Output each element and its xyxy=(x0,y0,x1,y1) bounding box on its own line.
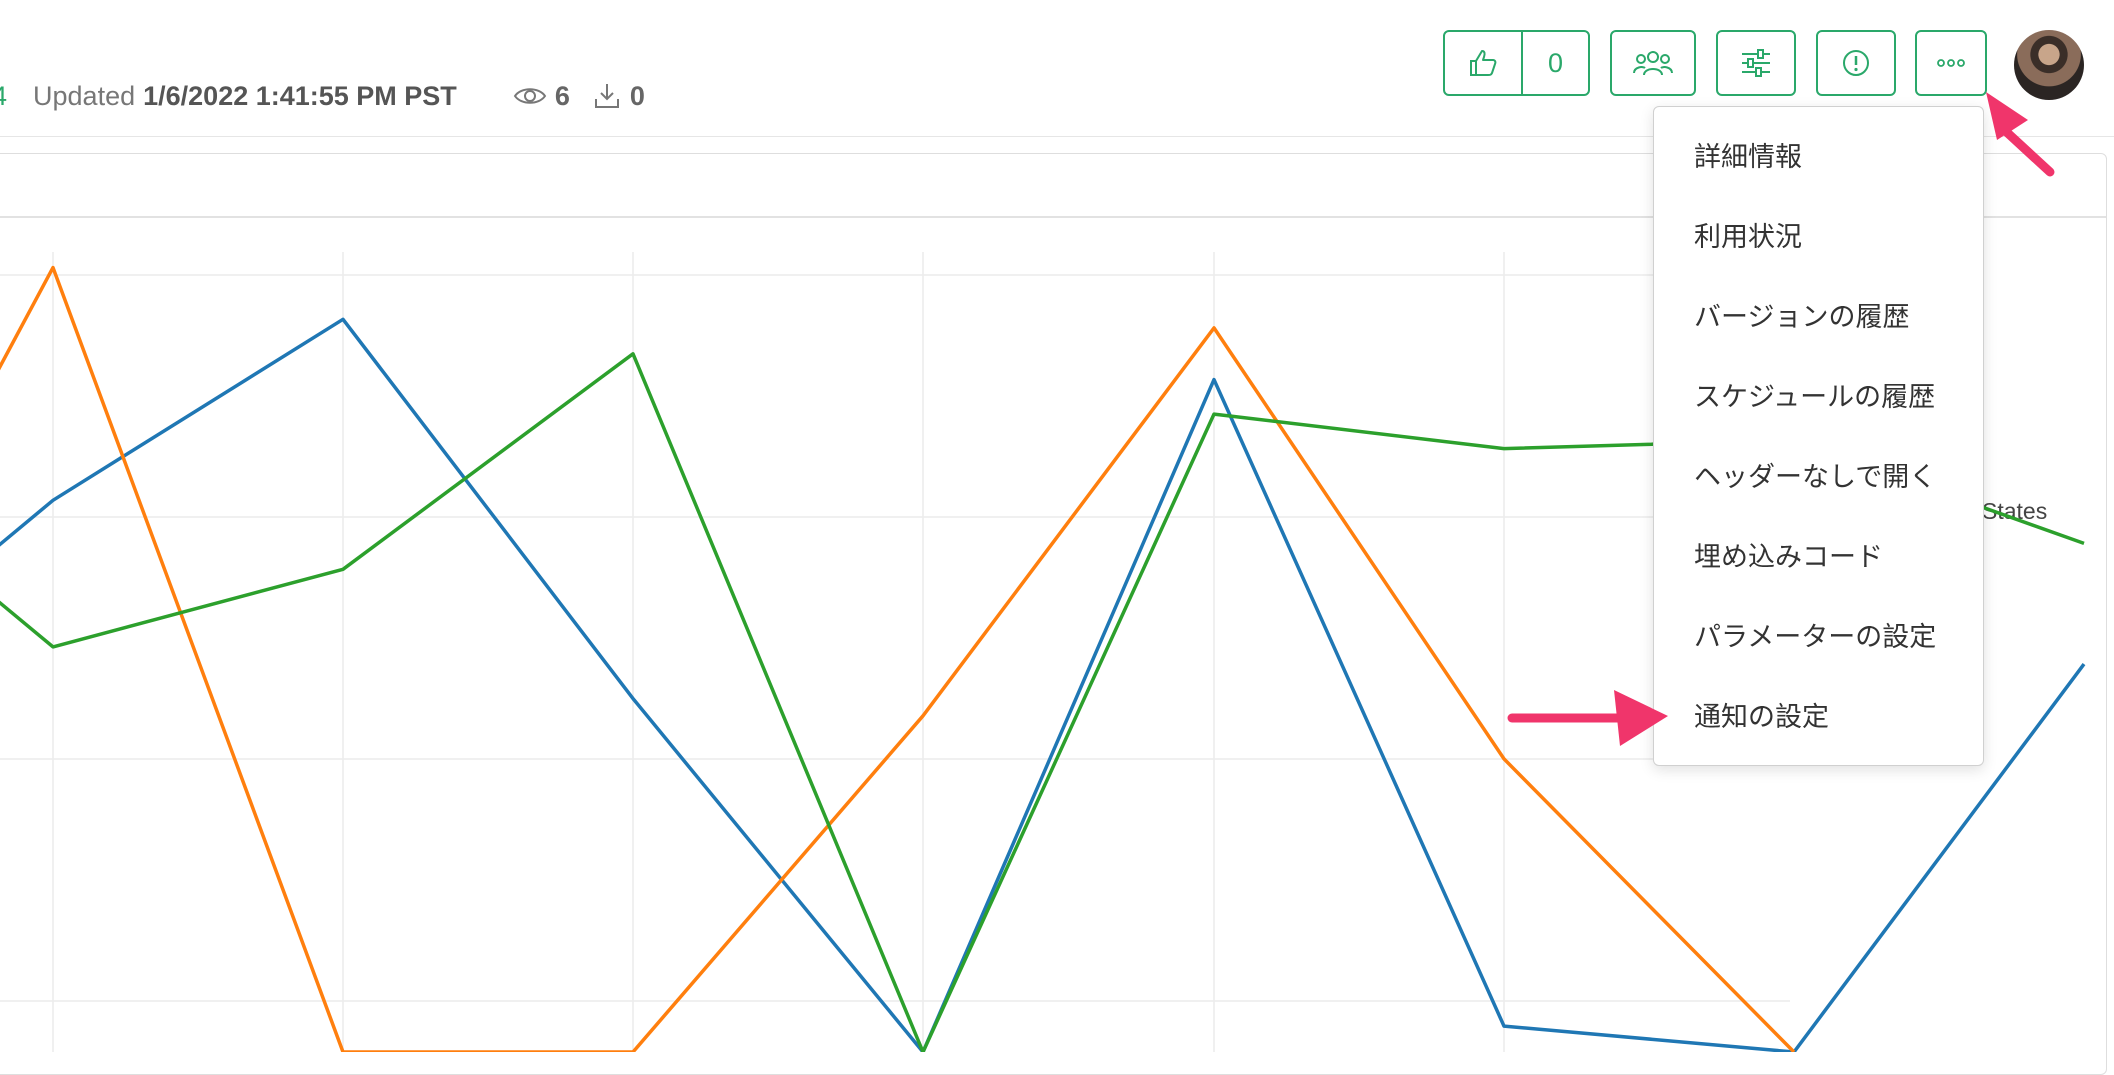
series-line-0 xyxy=(0,317,2086,1052)
dashboard-header: 4 Updated 1/6/2022 1:41:55 PM PST 6 0 0 xyxy=(0,0,2114,137)
user-avatar[interactable] xyxy=(2014,30,2084,100)
like-button-group: 0 xyxy=(1443,30,1590,96)
menu-item-schedule-history[interactable]: スケジュールの履歴 xyxy=(1694,382,1936,412)
updated-value: 1/6/2022 1:41:55 PM PST xyxy=(143,80,457,111)
series-line-1 xyxy=(0,265,1796,1052)
download-icon xyxy=(594,84,619,108)
menu-item-version-history[interactable]: バージョンの履歴 xyxy=(1694,302,1910,332)
menu-item-parameter-settings[interactable]: パラメーターの設定 xyxy=(1694,622,1937,652)
menu-item-open-without-header[interactable]: ヘッダーなしで開く xyxy=(1694,462,1937,492)
views-count: 6 xyxy=(554,80,570,111)
sliders-icon xyxy=(1742,49,1770,77)
menu-item-embed-code[interactable]: 埋め込みコード xyxy=(1694,542,1883,572)
menu-item-usage[interactable]: 利用状況 xyxy=(1694,222,1802,252)
menu-item-details[interactable]: 詳細情報 xyxy=(1694,142,1802,172)
menu-item-notification-settings[interactable]: 通知の設定 xyxy=(1694,702,1829,732)
meta-cut-text: 4 xyxy=(0,81,7,112)
thumbs-up-icon xyxy=(1470,50,1497,76)
exclamation-circle-icon xyxy=(1843,50,1869,76)
share-button[interactable] xyxy=(1610,30,1696,96)
like-count: 0 xyxy=(1547,47,1564,78)
like-button[interactable] xyxy=(1445,32,1523,94)
downloads-stat: 0 xyxy=(592,81,645,112)
downloads-count: 0 xyxy=(629,80,645,111)
more-menu-button[interactable] xyxy=(1915,30,1987,96)
more-menu-dropdown: 詳細情報 利用状況 バージョンの履歴 スケジュールの履歴 ヘッダーなしで開く 埋… xyxy=(1653,106,1984,766)
ellipsis-icon xyxy=(1937,59,1965,67)
meta-row: 4 Updated 1/6/2022 1:41:55 PM PST 6 0 xyxy=(0,76,645,116)
people-icon xyxy=(1633,51,1673,76)
alert-button[interactable] xyxy=(1816,30,1896,96)
updated-label: Updated xyxy=(33,80,136,111)
views-stat: 6 xyxy=(513,81,570,112)
parameters-button[interactable] xyxy=(1716,30,1796,96)
chart-panel-header xyxy=(0,154,2106,218)
eye-icon xyxy=(513,88,547,104)
